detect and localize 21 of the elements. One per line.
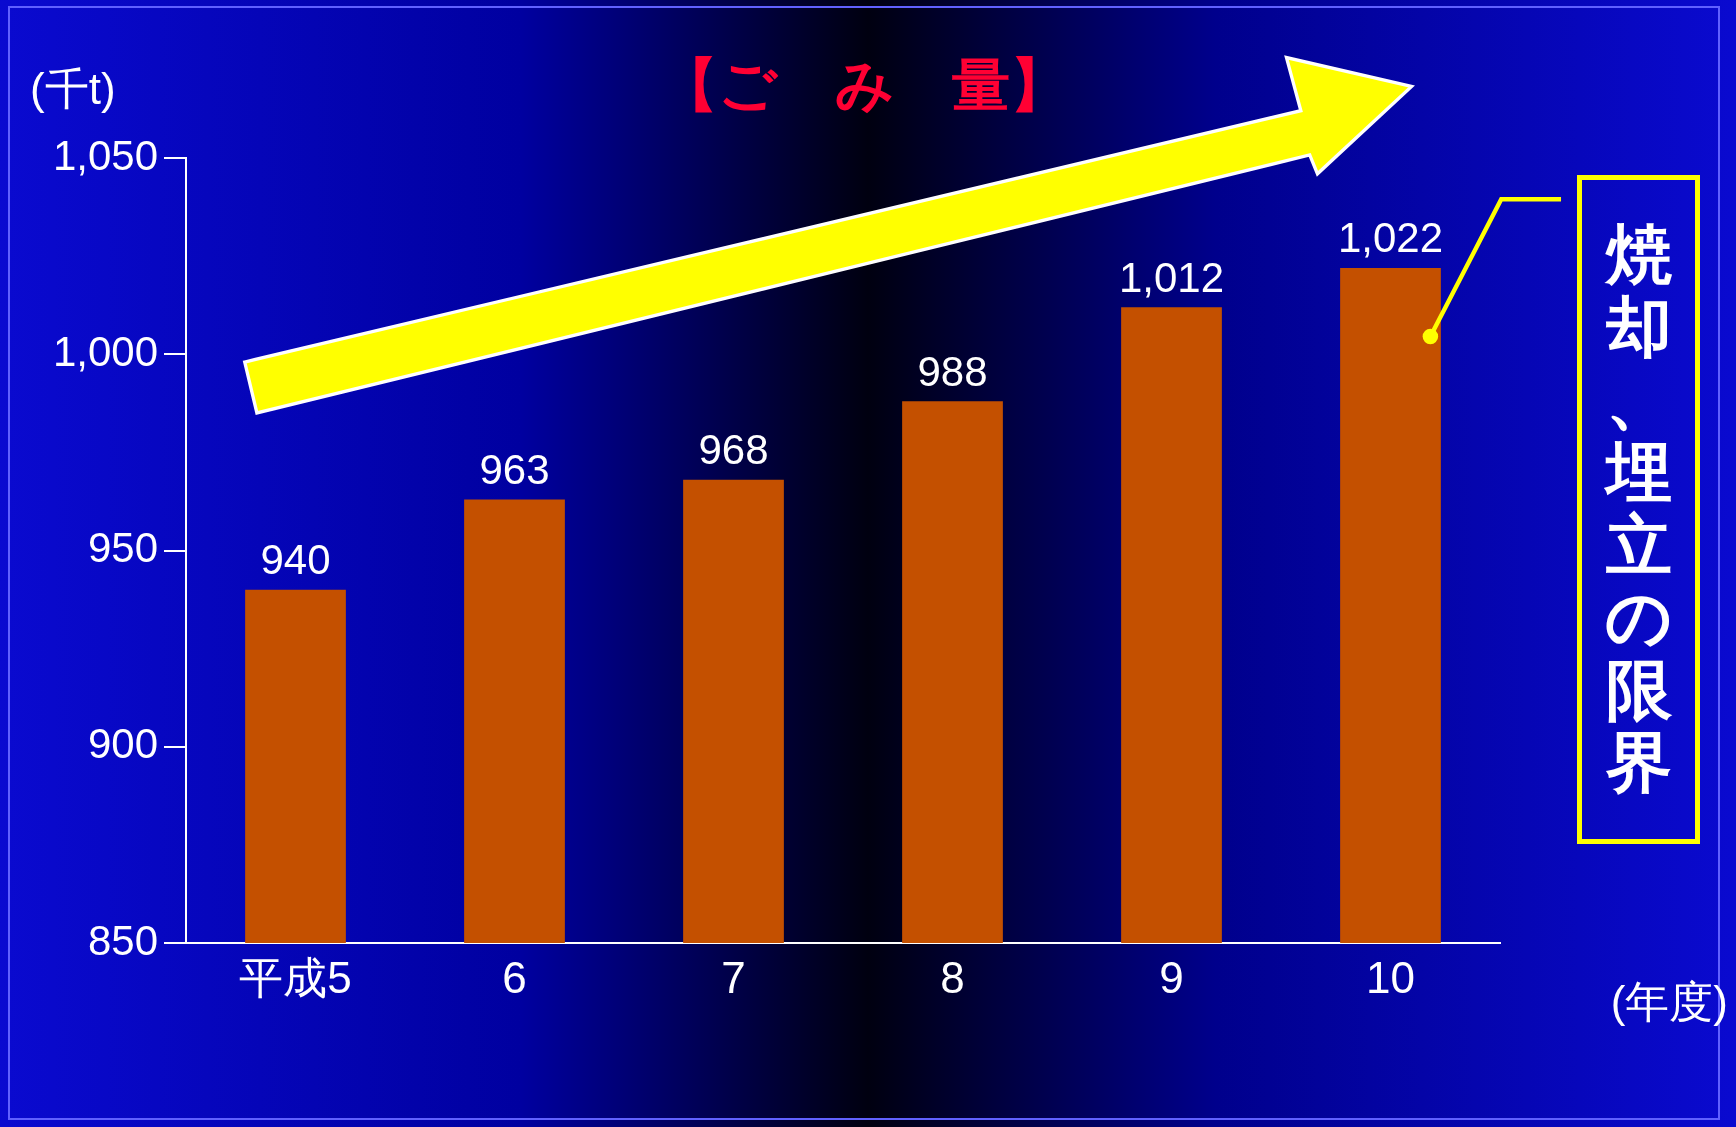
y-tick-label: 1,000 (52, 327, 158, 375)
data-label: 1,022 (1337, 214, 1444, 262)
y-tick-label: 900 (87, 720, 158, 768)
y-axis-title: (千t) (30, 64, 116, 114)
data-label: 940 (260, 536, 331, 584)
x-tick-label: 平成5 (239, 952, 352, 1002)
data-label: 988 (917, 347, 988, 395)
x-tick-label: 8 (940, 952, 965, 1002)
data-label: 963 (479, 446, 550, 494)
x-tick-label: 6 (502, 952, 527, 1002)
x-tick-label: 9 (1159, 952, 1184, 1002)
data-label: 968 (698, 426, 769, 474)
y-tick-label: 850 (87, 916, 158, 964)
y-tick-label: 1,050 (52, 131, 158, 179)
text: 焼却、埋立の限界 (1603, 216, 1674, 802)
x-tick-label: 7 (721, 952, 746, 1002)
x-tick-label: 10 (1366, 952, 1415, 1002)
chart-title: 【ご み 量】 (660, 52, 1068, 117)
data-label: 1,012 (1118, 253, 1225, 301)
y-tick-label: 950 (87, 524, 158, 572)
x-axis-title: (年度) (1610, 977, 1728, 1027)
